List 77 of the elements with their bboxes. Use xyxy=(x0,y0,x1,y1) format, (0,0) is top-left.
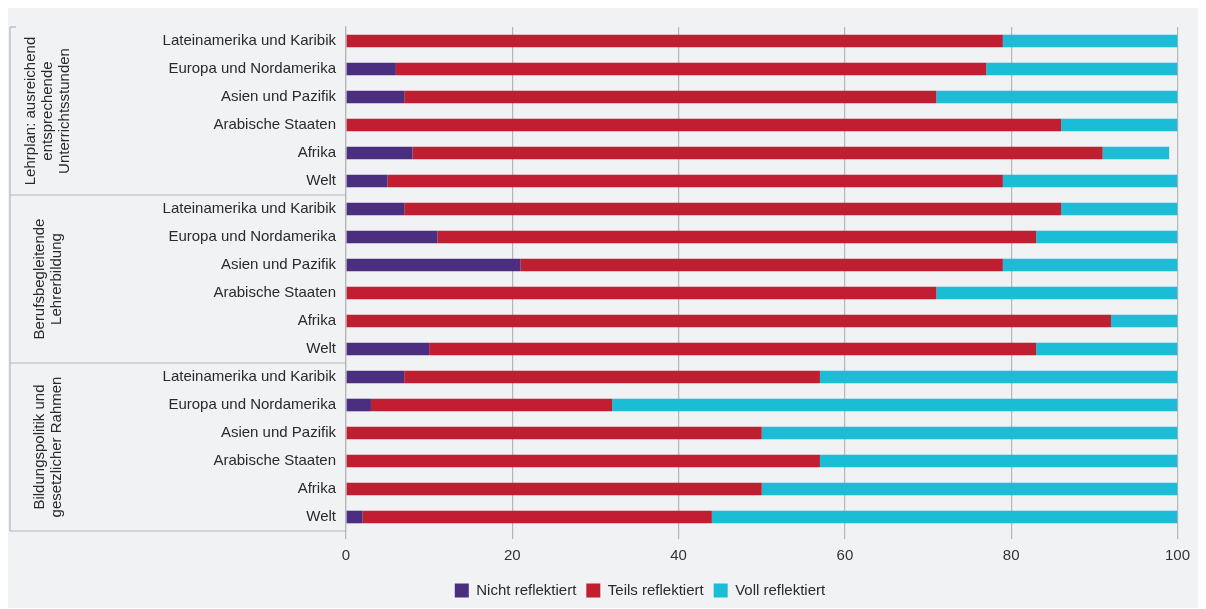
y-tick-label: Lateinamerika und Karibik xyxy=(162,31,337,49)
x-tick-label: 80 xyxy=(1002,546,1020,564)
y-tick-label: Afrika xyxy=(297,143,337,161)
bar xyxy=(819,370,1178,384)
bar xyxy=(362,510,712,524)
bar xyxy=(346,342,430,356)
bar xyxy=(761,426,1178,440)
bar xyxy=(412,146,1103,160)
bar xyxy=(1102,146,1170,160)
y-tick-label: Europa und Nordamerika xyxy=(168,395,337,413)
bar xyxy=(346,34,1003,48)
bar xyxy=(346,62,396,76)
bar xyxy=(346,426,762,440)
bar xyxy=(437,230,1037,244)
bar xyxy=(346,258,521,272)
bar xyxy=(346,146,413,160)
text: Bildungspolitik und gesetzlicher Rahmen xyxy=(29,376,64,518)
y-tick-label: Asien und Pazifik xyxy=(220,87,337,105)
legend-label: Nicht reflektiert xyxy=(476,580,578,598)
bar xyxy=(346,202,405,216)
bar xyxy=(387,174,1003,188)
bar xyxy=(612,398,1178,412)
bar xyxy=(370,398,613,412)
bar xyxy=(404,90,937,104)
bar xyxy=(1002,258,1178,272)
bar xyxy=(1061,118,1178,132)
bar xyxy=(986,62,1178,76)
bar xyxy=(346,454,820,468)
y-tick-label: Arabische Staaten xyxy=(213,451,336,469)
bar xyxy=(1110,314,1178,328)
bar xyxy=(346,314,1111,328)
y-tick-label: Arabische Staaten xyxy=(213,283,336,301)
x-tick-label: 40 xyxy=(670,546,687,564)
bar xyxy=(404,370,820,384)
x-tick-label: 20 xyxy=(503,546,521,564)
legend-label: Voll reflektiert xyxy=(735,580,827,598)
bar xyxy=(761,482,1178,496)
bar xyxy=(346,174,388,188)
bar xyxy=(346,398,371,412)
bar xyxy=(346,510,363,524)
bar xyxy=(1002,174,1178,188)
bar xyxy=(819,454,1178,468)
legend-label: Teils reflektiert xyxy=(607,580,705,598)
bar xyxy=(1036,342,1178,356)
x-tick-label: 60 xyxy=(836,546,854,564)
bar xyxy=(346,230,438,244)
y-tick-label: Afrika xyxy=(297,479,337,497)
y-tick-label: Lateinamerika und Karibik xyxy=(162,367,337,385)
y-tick-label: Lateinamerika und Karibik xyxy=(162,199,337,217)
y-tick-label: Europa und Nordamerika xyxy=(168,227,337,245)
x-tick-label: 100 xyxy=(1164,546,1190,564)
y-tick-label: Welt xyxy=(306,171,337,189)
bar xyxy=(1061,202,1178,216)
bar xyxy=(429,342,1037,356)
y-tick-label: Afrika xyxy=(297,311,337,329)
x-tick-label: 0 xyxy=(341,546,351,564)
y-tick-label: Europa und Nordamerika xyxy=(168,59,337,77)
y-tick-label: Asien und Pazifik xyxy=(220,423,337,441)
bar xyxy=(936,286,1178,300)
bar xyxy=(395,62,987,76)
bar xyxy=(346,286,937,300)
bar xyxy=(346,118,1062,132)
y-tick-label: Arabische Staaten xyxy=(213,115,336,133)
bar xyxy=(346,90,405,104)
y-tick-label: Welt xyxy=(306,507,337,525)
bar xyxy=(520,258,1003,272)
y-tick-label: Welt xyxy=(306,339,337,357)
text: Lehrplan: ausreichend entsprechende Unterrichtsstunden xyxy=(21,36,73,186)
bar xyxy=(346,482,762,496)
text: Berufsbegleitende Lehrerbildung xyxy=(29,218,64,340)
bar xyxy=(404,202,1062,216)
bar xyxy=(936,90,1178,104)
bar xyxy=(1036,230,1178,244)
bar xyxy=(711,510,1178,524)
bar xyxy=(346,370,405,384)
y-tick-label: Asien und Pazifik xyxy=(220,255,337,273)
bar xyxy=(1002,34,1178,48)
